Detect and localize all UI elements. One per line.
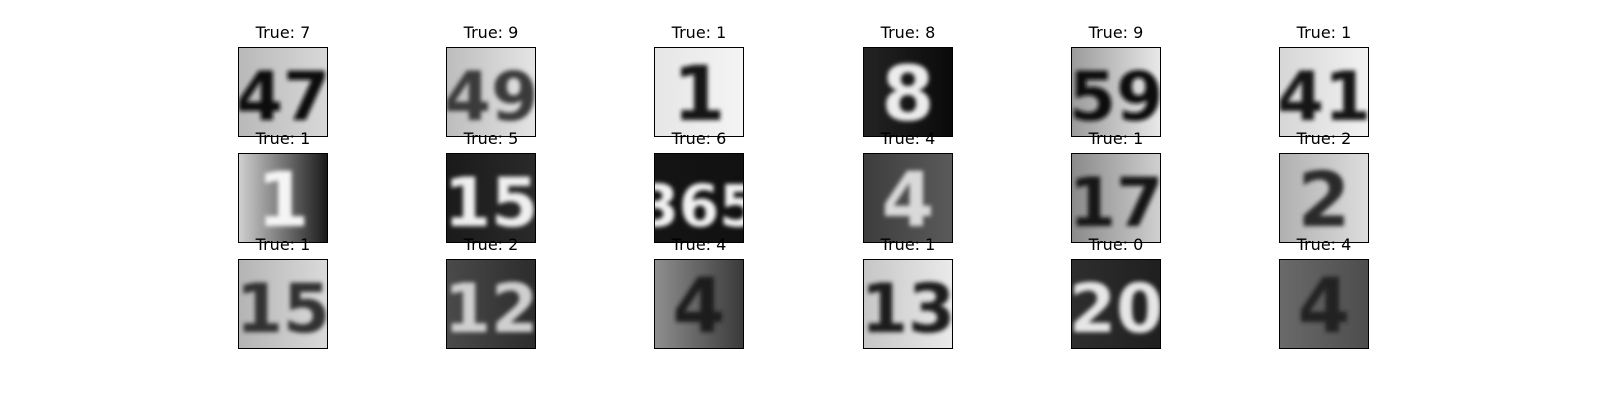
- digit-image-pixels: 15: [447, 154, 535, 242]
- panel-title: True: 1: [1296, 23, 1352, 42]
- panel-title: True: 0: [1088, 235, 1144, 254]
- digit-image: 4: [1279, 259, 1369, 349]
- digit-glyph: 4: [1298, 261, 1351, 348]
- panel-title: True: 8: [880, 23, 936, 42]
- digit-glyph: 13: [864, 270, 952, 348]
- digit-glyph: 8: [882, 49, 935, 136]
- digit-image-pixels: 12: [447, 260, 535, 348]
- digit-glyph: 15: [447, 164, 535, 242]
- digit-glyph: 47: [239, 58, 327, 136]
- digit-image-pixels: 20: [1072, 260, 1160, 348]
- digit-image-pixels: 4: [1280, 260, 1368, 348]
- digit-glyph: 1: [257, 155, 310, 242]
- digit-image-pixels: 47: [239, 48, 327, 136]
- panel-title: True: 5: [463, 129, 519, 148]
- digit-image: 2: [1279, 153, 1369, 243]
- digit-image: 13: [863, 259, 953, 349]
- digit-image-pixels: 8: [864, 48, 952, 136]
- digit-image-pixels: 1: [239, 154, 327, 242]
- digit-glyph: 20: [1072, 270, 1160, 348]
- digit-image: 8: [863, 47, 953, 137]
- digit-image-pixels: 365: [655, 154, 743, 242]
- digit-image-pixels: 41: [1280, 48, 1368, 136]
- digit-image-pixels: 2: [1280, 154, 1368, 242]
- digit-glyph: 12: [447, 270, 535, 348]
- digit-image-pixels: 49: [447, 48, 535, 136]
- panel-title: True: 7: [255, 23, 311, 42]
- digit-glyph: 49: [447, 58, 535, 136]
- panel-title: True: 9: [1088, 23, 1144, 42]
- panel-title: True: 1: [255, 129, 311, 148]
- digit-image: 4: [863, 153, 953, 243]
- digit-image: 59: [1071, 47, 1161, 137]
- digit-glyph: 15: [239, 270, 327, 348]
- digit-image: 1: [654, 47, 744, 137]
- panel-title: True: 4: [880, 129, 936, 148]
- panel-title: True: 1: [255, 235, 311, 254]
- digit-image-pixels: 59: [1072, 48, 1160, 136]
- digit-glyph: 4: [673, 261, 726, 348]
- digit-glyph: 1: [673, 49, 726, 136]
- digit-image: 41: [1279, 47, 1369, 137]
- digit-image-pixels: 1: [655, 48, 743, 136]
- panel-title: True: 9: [463, 23, 519, 42]
- digit-image: 20: [1071, 259, 1161, 349]
- digit-glyph: 59: [1072, 58, 1160, 136]
- panel-title: True: 4: [1296, 235, 1352, 254]
- panel-title: True: 6: [671, 129, 727, 148]
- digit-image: 365: [654, 153, 744, 243]
- digit-image: 47: [238, 47, 328, 137]
- digit-image: 49: [446, 47, 536, 137]
- panel-title: True: 2: [1296, 129, 1352, 148]
- digit-image: 4: [654, 259, 744, 349]
- digit-image: 12: [446, 259, 536, 349]
- panel-title: True: 1: [1088, 129, 1144, 148]
- digit-image: 1: [238, 153, 328, 243]
- digit-glyph: 17: [1072, 164, 1160, 242]
- panel-title: True: 4: [671, 235, 727, 254]
- digit-glyph: 365: [655, 172, 743, 240]
- digit-image-pixels: 17: [1072, 154, 1160, 242]
- digit-image-pixels: 15: [239, 260, 327, 348]
- panel-title: True: 1: [671, 23, 727, 42]
- digit-glyph: 2: [1298, 155, 1351, 242]
- digit-image: 17: [1071, 153, 1161, 243]
- digit-glyph: 41: [1280, 58, 1368, 136]
- digit-glyph: 4: [882, 155, 935, 242]
- digit-image-pixels: 4: [655, 260, 743, 348]
- digit-image-pixels: 4: [864, 154, 952, 242]
- digit-image: 15: [446, 153, 536, 243]
- digit-image-pixels: 13: [864, 260, 952, 348]
- panel-title: True: 1: [880, 235, 936, 254]
- digit-image: 15: [238, 259, 328, 349]
- panel-title: True: 2: [463, 235, 519, 254]
